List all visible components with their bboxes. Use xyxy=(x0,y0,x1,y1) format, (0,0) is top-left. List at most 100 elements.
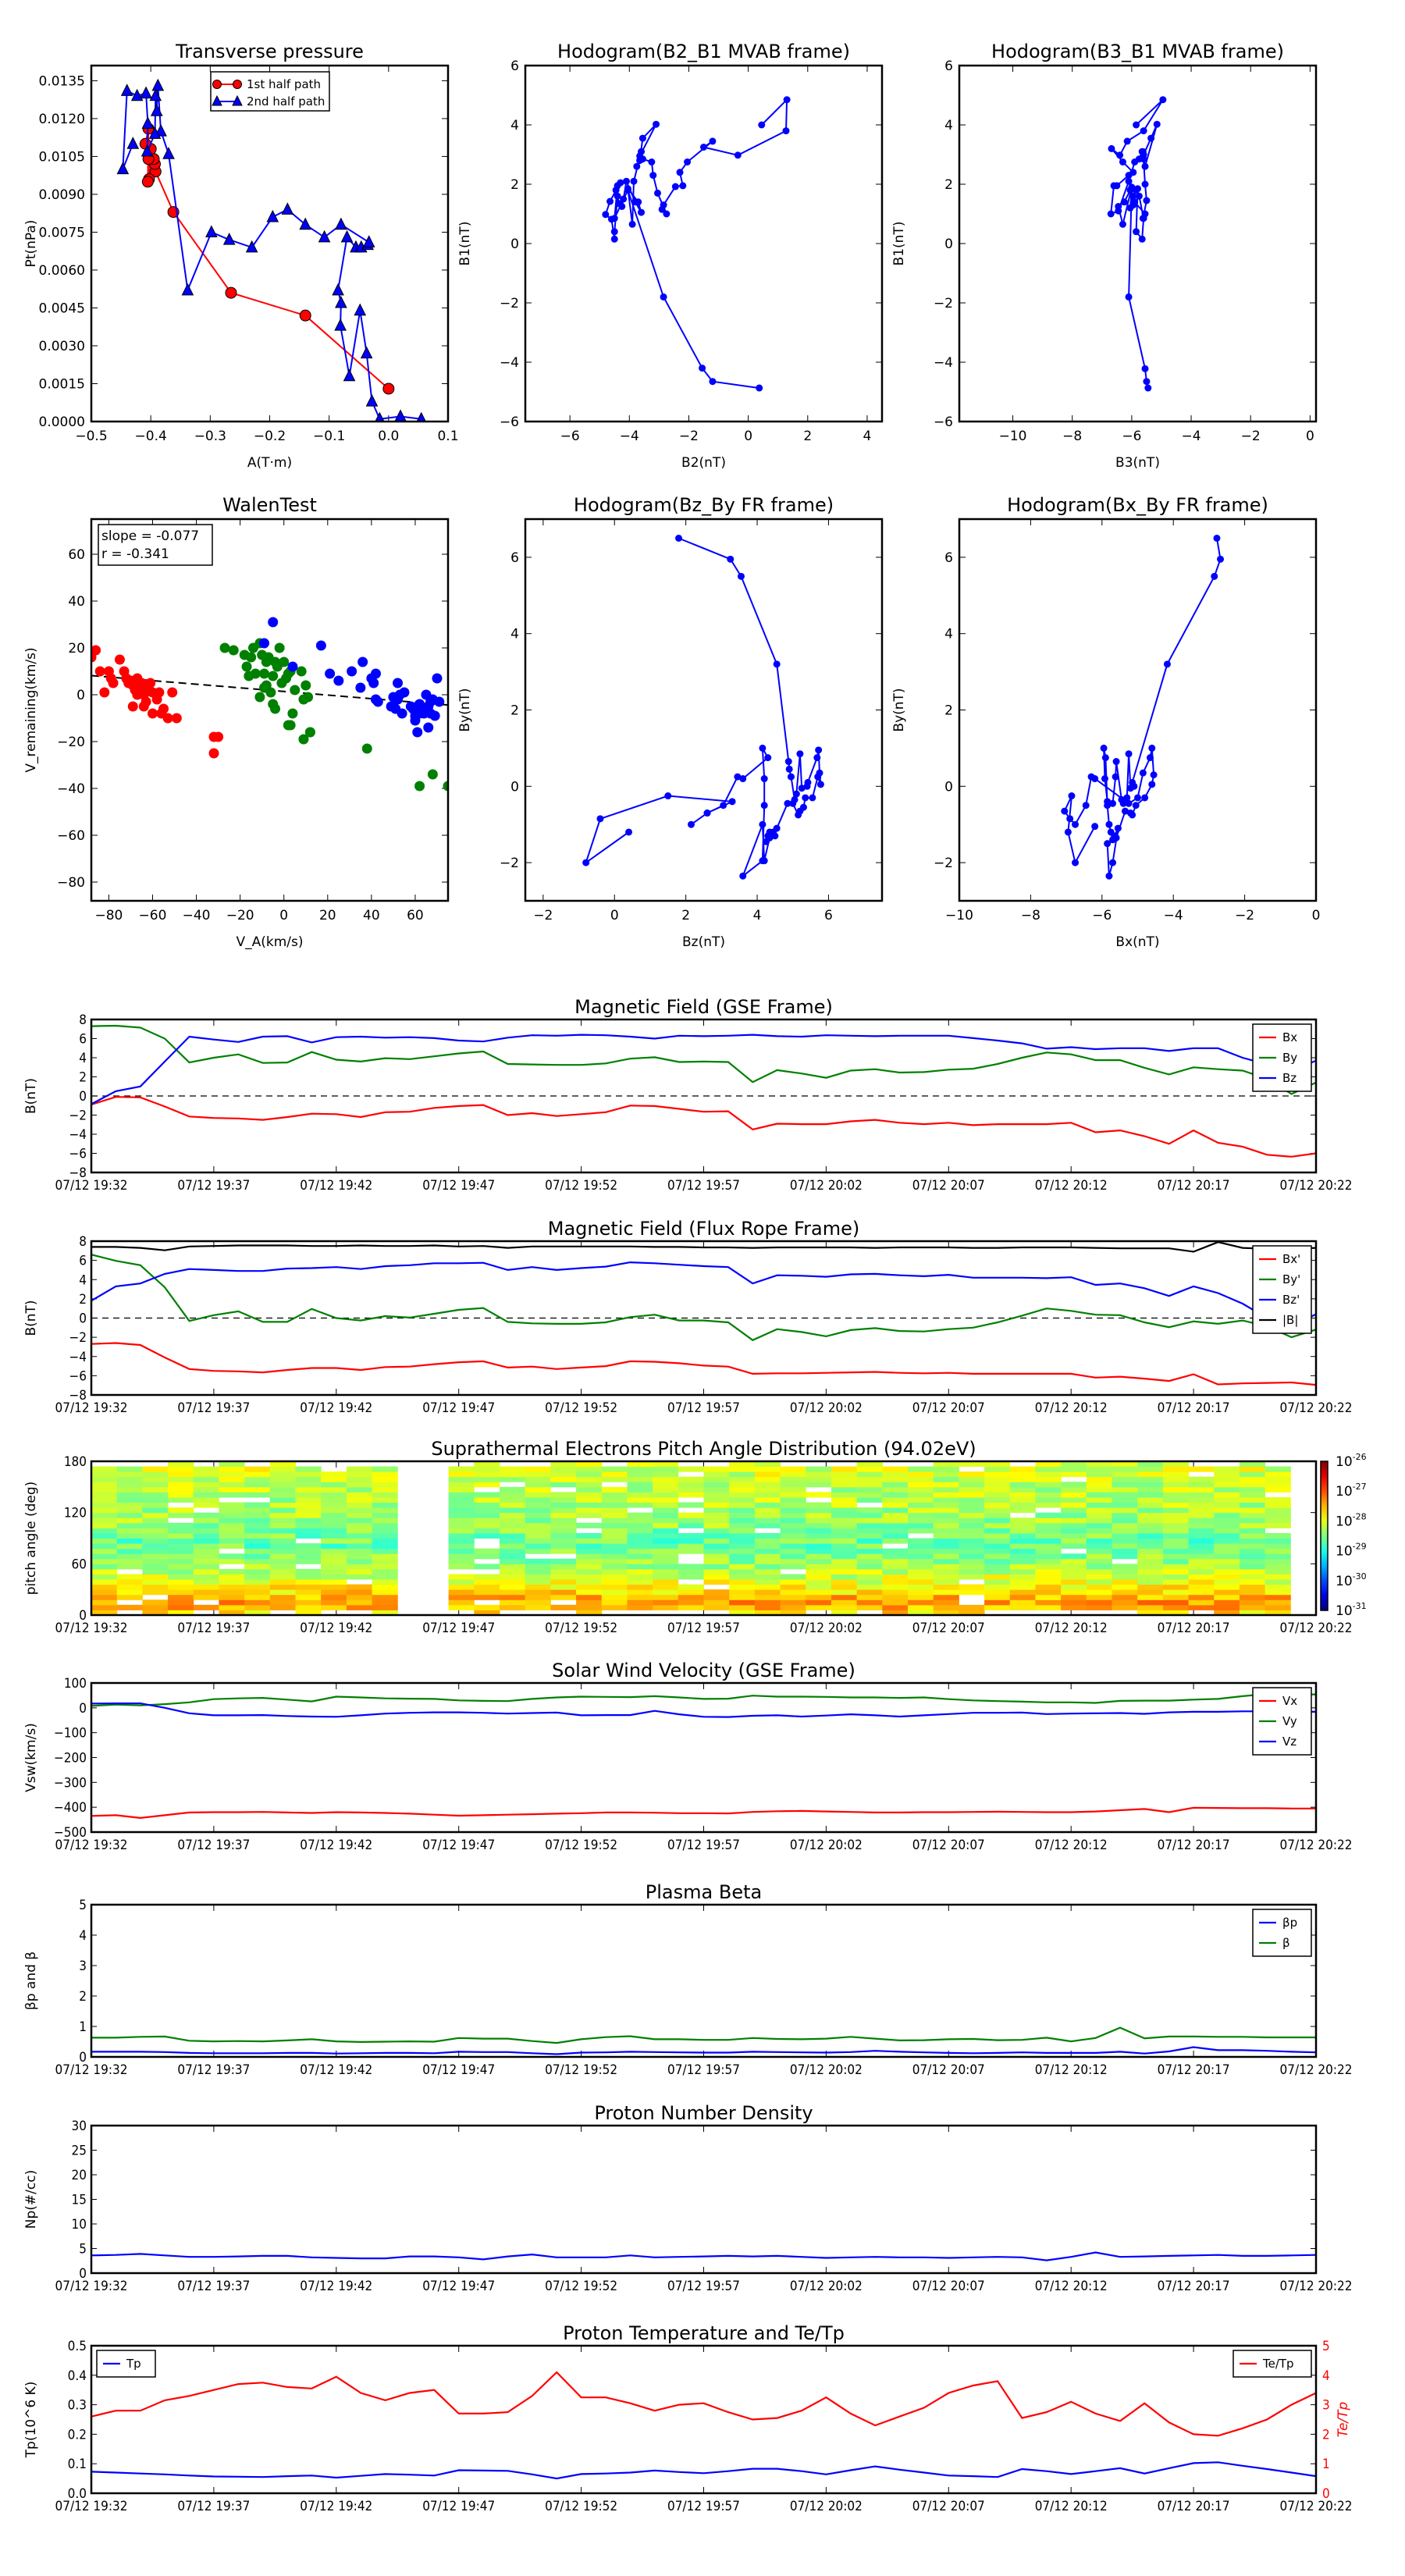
heatmap-cell xyxy=(1009,1548,1036,1554)
heatmap-cell xyxy=(984,1594,1011,1600)
heatmap-cell xyxy=(321,1599,347,1606)
heatmap-cell xyxy=(831,1466,858,1472)
y-tick-label: 0.0030 xyxy=(39,339,85,354)
x-tick-label: −2 xyxy=(1241,429,1261,444)
time-axes-frame xyxy=(90,1460,1318,1617)
heatmap-cell xyxy=(1239,1574,1266,1580)
heatmap-cell xyxy=(372,1589,398,1596)
data-point xyxy=(245,240,258,253)
y-axis-label: B1(nT) xyxy=(891,222,907,266)
heatmap-cell xyxy=(1188,1589,1215,1596)
heatmap-cell xyxy=(678,1482,704,1488)
heatmap-cell xyxy=(1009,1528,1036,1534)
data-point xyxy=(393,678,404,688)
heatmap-cell xyxy=(1162,1564,1190,1570)
heatmap-cell xyxy=(372,1564,398,1570)
heatmap-cell xyxy=(269,1538,296,1544)
heatmap-cell xyxy=(219,1502,245,1508)
heatmap-cell xyxy=(678,1594,704,1600)
data-point xyxy=(432,673,443,684)
data-point xyxy=(596,815,604,823)
heatmap-cell xyxy=(448,1507,475,1514)
legend-box xyxy=(210,71,330,112)
y-tick-label: 20 xyxy=(68,641,85,656)
heatmap-cell xyxy=(295,1486,322,1493)
heatmap-cell xyxy=(678,1568,704,1574)
heatmap-cell xyxy=(448,1538,475,1544)
heatmap-cell xyxy=(219,1553,245,1560)
data-point xyxy=(162,713,173,724)
x-tick-label: 07/12 19:32 xyxy=(55,2499,128,2514)
heatmap-cell xyxy=(908,1471,934,1478)
heatmap-cell xyxy=(474,1610,500,1616)
data-point xyxy=(287,708,298,719)
x-tick-label: 07/12 19:57 xyxy=(667,2499,740,2514)
heatmap-cell xyxy=(448,1486,475,1493)
heatmap-cell xyxy=(780,1558,806,1564)
heatmap-cell xyxy=(1137,1564,1164,1570)
heatmap-cell xyxy=(729,1553,756,1560)
x-tick-label: 07/12 20:07 xyxy=(912,2062,985,2078)
data-point xyxy=(1061,807,1069,815)
heatmap-cell xyxy=(1035,1496,1062,1503)
heatmap-cell xyxy=(703,1492,730,1498)
heatmap-cell xyxy=(1162,1532,1190,1539)
panel-pad: Suprathermal Electrons Pitch Angle Distr… xyxy=(23,1438,1367,1636)
heatmap-cell xyxy=(754,1579,781,1585)
heatmap-cell xyxy=(244,1512,271,1518)
heatmap-cell xyxy=(142,1496,169,1503)
colorbar-tick-label: 10-26 xyxy=(1336,1452,1367,1470)
heatmap-cell xyxy=(754,1538,781,1544)
time-axes-frame xyxy=(90,2124,1318,2275)
heatmap-cell xyxy=(1264,1599,1291,1606)
heatmap-cell xyxy=(959,1496,985,1503)
y-axis-label: B1(nT) xyxy=(457,222,473,266)
y-tick-label: 0 xyxy=(79,1701,87,1717)
heatmap-cell xyxy=(1188,1517,1215,1524)
y2-tick-label: 4 xyxy=(1322,2368,1330,2384)
heatmap-cell xyxy=(1112,1589,1138,1596)
heatmap-cell xyxy=(269,1553,296,1560)
heatmap-cell xyxy=(91,1589,118,1596)
data-point xyxy=(270,703,281,714)
data-point xyxy=(610,228,618,236)
heatmap-cell xyxy=(754,1564,781,1570)
chart-title: Magnetic Field (Flux Rope Frame) xyxy=(548,1218,859,1240)
heatmap-cell xyxy=(1112,1471,1138,1478)
heatmap-cell xyxy=(500,1466,526,1472)
heatmap-cell xyxy=(448,1584,475,1590)
data-point xyxy=(372,696,383,707)
heatmap-cell xyxy=(754,1512,781,1518)
heatmap-cell xyxy=(372,1604,398,1610)
heatmap-cell xyxy=(219,1594,245,1600)
heatmap-cell xyxy=(831,1471,858,1478)
heatmap-cell xyxy=(933,1522,959,1528)
y-axis-label: B(nT) xyxy=(23,1300,39,1336)
heatmap-cell xyxy=(703,1589,730,1596)
data-point xyxy=(1066,815,1074,823)
data-point xyxy=(631,198,639,206)
heatmap-cell xyxy=(1214,1482,1240,1488)
heatmap-cell xyxy=(1009,1492,1036,1498)
data-point xyxy=(625,828,633,836)
heatmap-cell xyxy=(500,1579,526,1585)
heatmap-cell xyxy=(984,1492,1011,1498)
data-point xyxy=(658,205,666,213)
y-tick-label: 2 xyxy=(944,177,953,193)
x-tick-label: 07/12 19:47 xyxy=(422,2062,495,2078)
x-tick-label: 07/12 20:02 xyxy=(790,2279,863,2294)
x-tick-label: 07/12 19:57 xyxy=(667,1621,740,1636)
heatmap-cell xyxy=(269,1532,296,1539)
heatmap-cell xyxy=(959,1543,985,1550)
heatmap-cell xyxy=(1214,1589,1240,1596)
heatmap-cell xyxy=(1214,1579,1240,1585)
heatmap-cell xyxy=(856,1564,883,1570)
heatmap-cell xyxy=(678,1492,704,1498)
heatmap-cell xyxy=(346,1528,373,1534)
heatmap-cell xyxy=(1061,1558,1087,1564)
heatmap-cell xyxy=(729,1604,756,1610)
heatmap-cell xyxy=(500,1532,526,1539)
x-tick-label: 07/12 20:07 xyxy=(912,2499,985,2514)
heatmap-cell xyxy=(1035,1482,1062,1488)
